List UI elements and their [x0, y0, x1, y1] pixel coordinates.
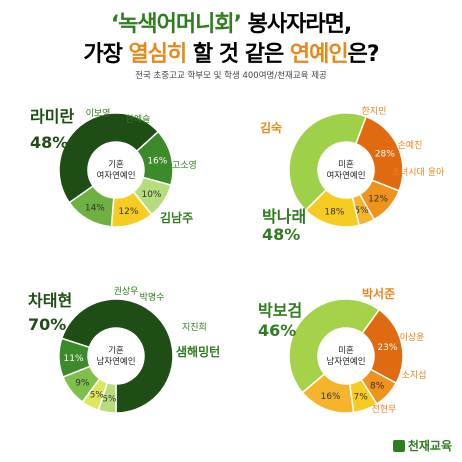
logo-text: 천재교육 — [407, 439, 452, 453]
title-highlight-celebrity: 연예인 — [289, 42, 349, 67]
donut-center-label: 미혼 — [338, 345, 354, 356]
slice-percent-label: 23% — [377, 343, 397, 353]
slice-name-label: 권상우 — [114, 285, 139, 297]
slice-percent-label: 16% — [321, 392, 341, 402]
title-highlight-organization: ‘녹색어머니회’ — [110, 12, 242, 37]
subtitle-source: 전국 초중고교 학부모 및 학생 400여명/천재교육 제공 — [135, 71, 327, 81]
donut-slice — [304, 188, 361, 228]
slice-percent-label: 18% — [324, 207, 344, 217]
slice-name-label: 소녀시대 윤아 — [392, 167, 445, 178]
slice-name-label: 김남주 — [160, 210, 193, 225]
slice-name-label: 고소영 — [172, 160, 197, 171]
slice-name-label: 소지섭 — [402, 370, 427, 381]
donut-center — [89, 329, 143, 383]
slice-name-label: 지진희 — [182, 321, 207, 333]
slice-name-label: 이보영 — [86, 108, 111, 119]
title-text: 할 것 같은 — [186, 42, 290, 67]
slice-percent-label: 8% — [370, 381, 385, 391]
logo-mark-icon — [392, 439, 405, 452]
title-highlight-word: 열심히 — [128, 42, 188, 67]
donut-slice — [68, 185, 115, 228]
slice-percent-label: 12% — [118, 207, 138, 217]
slice-percent-label: 14% — [85, 203, 105, 213]
leader-name-label: 차태현 — [28, 291, 72, 310]
slice-name-label: 손예진 — [398, 140, 423, 151]
slice-name-label: 이상윤 — [400, 332, 425, 343]
slice-name-label: 전현무 — [372, 404, 397, 415]
donut-center-label: 남자연예인 — [96, 356, 135, 367]
donut-center — [319, 143, 373, 197]
slice-percent-label: 5% — [102, 394, 117, 404]
slice-name-label: 박서준 — [362, 286, 395, 301]
leader-name-label: 라미란 — [30, 107, 74, 126]
leader-name-label: 박보검 — [258, 301, 302, 320]
leader-percent-label: 48% — [262, 225, 300, 244]
donut-center-label: 남자연예인 — [326, 356, 365, 367]
donut-slice — [60, 298, 174, 414]
slice-name-label: 한예슬 — [126, 114, 151, 125]
donut-slice — [288, 298, 381, 394]
leader-percent-label: 70% — [28, 315, 66, 334]
donut-center-label: 기혼 — [108, 159, 124, 170]
leader-percent-label: 48% — [30, 133, 68, 152]
slice-percent-label: 9% — [75, 379, 90, 389]
slice-percent-label: 28% — [375, 149, 395, 159]
slice-percent-label: 12% — [368, 194, 388, 204]
slice-name-label: 김숙 — [260, 120, 282, 135]
slice-percent-label: 11% — [64, 354, 84, 364]
title-text: 가장 — [83, 42, 129, 67]
slice-name-label: 박명수 — [140, 292, 165, 303]
leader-name-label: 박나래 — [262, 207, 306, 226]
donut-center — [319, 329, 373, 383]
title-line-1: ‘녹색어머니회’ 봉사자라면, — [0, 6, 462, 38]
slice-percent-label: 7% — [354, 392, 369, 402]
brand-logo: 천재교육 — [392, 437, 452, 454]
slice-percent-label: 5% — [354, 206, 369, 216]
slice-name-label: 한지민 — [362, 106, 387, 117]
slice-percent-label: 5% — [90, 390, 105, 400]
title-line-2: 가장 열심히 할 것 같은 연예인은? — [0, 36, 462, 68]
slice-name-label: 샘해밍턴 — [176, 344, 220, 359]
title-text: 은? — [347, 42, 380, 67]
donut-center-label: 여자연예인 — [326, 170, 365, 181]
donut-slice — [288, 112, 368, 212]
title-text: 봉사자라면, — [240, 12, 353, 37]
leader-percent-label: 46% — [258, 321, 296, 340]
donut-slice — [301, 372, 355, 414]
slice-percent-label: 16% — [147, 157, 167, 167]
donut-center-label: 미혼 — [338, 159, 354, 170]
slice-percent-label: 10% — [141, 190, 161, 200]
donut-slice — [58, 112, 160, 204]
donut-slice — [58, 337, 91, 378]
donut-center — [89, 143, 143, 197]
donut-center-label: 기혼 — [108, 345, 124, 356]
donut-center-label: 여자연예인 — [96, 170, 135, 181]
